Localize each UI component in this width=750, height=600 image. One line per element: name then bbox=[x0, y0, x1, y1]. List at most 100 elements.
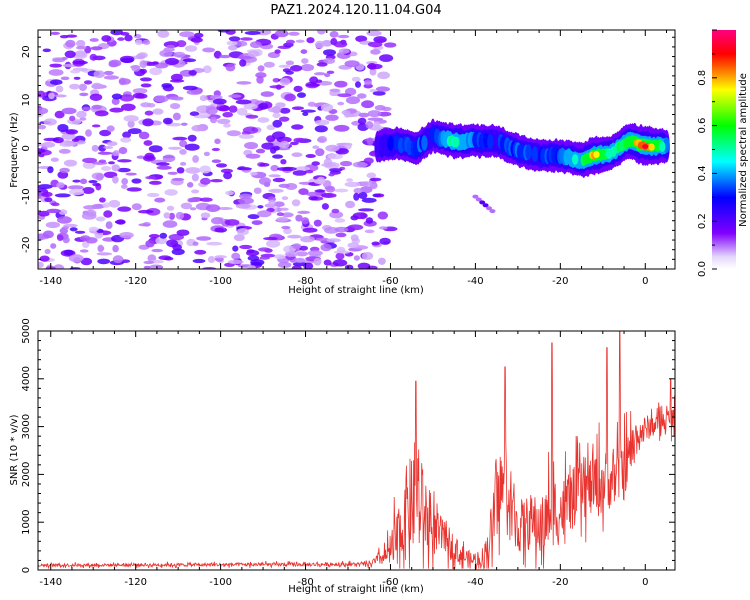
noise-blob bbox=[88, 226, 99, 232]
x-tick-label: -40 bbox=[467, 276, 483, 287]
noise-blob bbox=[85, 129, 92, 137]
noise-blob bbox=[257, 205, 264, 209]
noise-blob bbox=[257, 117, 270, 123]
noise-blob bbox=[65, 129, 79, 135]
noise-blob bbox=[279, 107, 291, 114]
noise-blob bbox=[90, 46, 103, 51]
noise-blob bbox=[320, 103, 334, 112]
noise-blob bbox=[91, 104, 102, 110]
noise-blob bbox=[41, 191, 53, 197]
signal-band bbox=[531, 146, 539, 162]
signal-band bbox=[525, 144, 532, 160]
noise-blob bbox=[167, 171, 178, 175]
noise-blob bbox=[228, 36, 241, 42]
noise-blob bbox=[89, 53, 98, 61]
noise-blob bbox=[97, 244, 104, 253]
noise-blob bbox=[44, 197, 53, 203]
noise-blob bbox=[53, 264, 65, 269]
noise-blob bbox=[149, 264, 163, 269]
y-tick-label: 10 bbox=[21, 94, 32, 107]
noise-blob bbox=[61, 226, 70, 230]
secondary-feature bbox=[482, 203, 489, 208]
noise-blob bbox=[329, 168, 343, 172]
noise-blob bbox=[50, 79, 63, 85]
noise-blob bbox=[207, 256, 216, 263]
noise-blob bbox=[298, 245, 308, 251]
noise-blob bbox=[325, 114, 339, 121]
noise-blob bbox=[147, 192, 160, 198]
noise-blob bbox=[44, 248, 51, 255]
noise-blob bbox=[302, 227, 318, 233]
x-tick-label: -20 bbox=[552, 577, 568, 588]
noise-blob bbox=[269, 85, 285, 89]
signal-band bbox=[387, 135, 394, 151]
noise-blob bbox=[308, 195, 319, 201]
noise-blob bbox=[329, 31, 339, 38]
noise-blob bbox=[134, 39, 143, 46]
noise-blob bbox=[148, 145, 163, 153]
noise-blob bbox=[268, 174, 281, 178]
noise-blob bbox=[266, 239, 281, 248]
colorbar-tick-label: 0.2 bbox=[697, 213, 708, 229]
noise-blob bbox=[332, 259, 348, 267]
noise-blob bbox=[179, 149, 187, 155]
noise-blob bbox=[111, 164, 120, 172]
noise-blob bbox=[82, 187, 95, 194]
noise-blob bbox=[345, 200, 356, 209]
noise-blob bbox=[360, 181, 373, 187]
noise-blob bbox=[144, 110, 154, 116]
noise-blob bbox=[309, 76, 319, 85]
figure-title: PAZ1.2024.120.11.04.G04 bbox=[270, 3, 441, 18]
noise-blob bbox=[108, 161, 115, 165]
noise-blob bbox=[366, 30, 382, 37]
noise-blob bbox=[323, 259, 332, 266]
signal-band bbox=[648, 143, 655, 151]
noise-blob bbox=[360, 186, 373, 194]
noise-blob bbox=[209, 116, 218, 124]
noise-blob bbox=[46, 208, 61, 214]
noise-blob bbox=[146, 176, 157, 180]
noise-blob bbox=[217, 30, 230, 33]
noise-blob bbox=[290, 65, 303, 72]
noise-blob bbox=[51, 202, 60, 207]
noise-blob bbox=[331, 208, 340, 214]
noise-blob bbox=[293, 137, 306, 143]
noise-blob bbox=[131, 203, 142, 211]
noise-blob bbox=[272, 131, 286, 140]
noise-blob bbox=[143, 260, 155, 265]
noise-blob bbox=[155, 162, 170, 166]
noise-blob bbox=[125, 172, 137, 176]
noise-blob bbox=[292, 170, 307, 176]
noise-blob bbox=[243, 103, 258, 110]
noise-blob bbox=[62, 236, 70, 244]
noise-blob bbox=[211, 217, 224, 225]
noise-blob bbox=[369, 89, 377, 93]
noise-blob bbox=[316, 62, 328, 67]
noise-blob bbox=[295, 166, 310, 172]
colorbar-gradient bbox=[712, 30, 736, 269]
noise-blob bbox=[291, 265, 302, 269]
signal-band bbox=[572, 154, 579, 165]
noise-blob bbox=[82, 157, 98, 164]
noise-blob bbox=[377, 211, 388, 220]
noise-blob bbox=[279, 207, 289, 211]
noise-blob bbox=[312, 145, 320, 149]
noise-blob bbox=[138, 131, 150, 140]
noise-blob bbox=[347, 242, 360, 249]
noise-blob bbox=[84, 80, 93, 85]
noise-blob bbox=[117, 37, 125, 41]
noise-blob bbox=[290, 141, 299, 146]
snr-ticks: -140 -120 -100 -80 -60 -40 -20 0 0 1000 2000 3000 40… bbox=[21, 318, 675, 588]
noise-blob bbox=[272, 112, 281, 118]
noise-blob bbox=[334, 226, 349, 233]
noise-blob bbox=[323, 57, 336, 64]
noise-blob bbox=[133, 34, 142, 39]
noise-blob bbox=[95, 173, 104, 181]
noise-blob bbox=[202, 65, 212, 74]
noise-blob bbox=[295, 214, 303, 222]
noise-blob bbox=[127, 120, 135, 128]
noise-blob bbox=[285, 60, 295, 66]
noise-blob bbox=[344, 264, 354, 269]
noise-blob bbox=[324, 73, 331, 78]
noise-blob bbox=[303, 262, 314, 269]
